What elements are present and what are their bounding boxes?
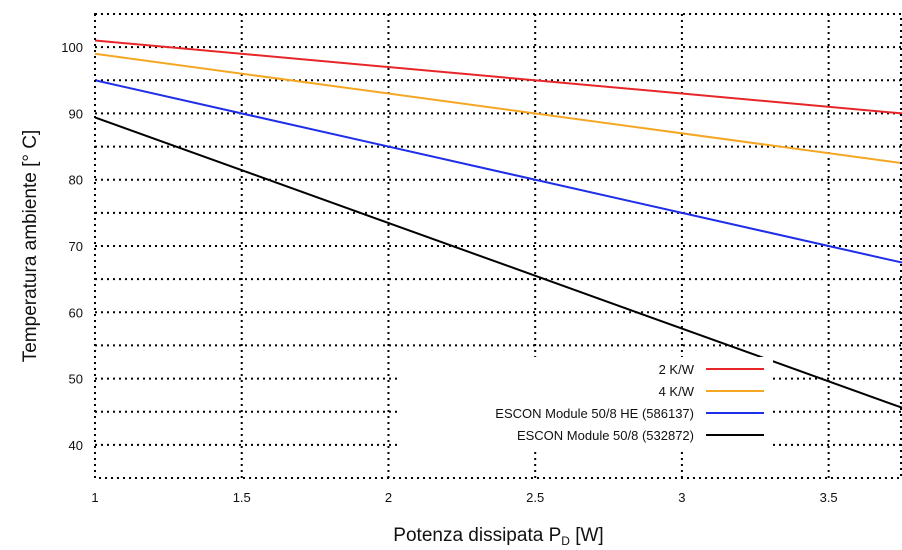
legend-label: 4 K/W bbox=[659, 384, 695, 399]
series-line bbox=[94, 79, 902, 264]
x-tick-labels: 1 1.5 2 2.5 3 3.5 bbox=[91, 490, 837, 505]
x-axis-title-main: Potenza dissipata P bbox=[393, 525, 561, 546]
legend-label: ESCON Module 50/8 HE (586137) bbox=[495, 406, 694, 421]
y-tick-label: 40 bbox=[69, 438, 83, 453]
legend-label: 2 K/W bbox=[659, 362, 695, 377]
x-tick-label: 3.5 bbox=[820, 490, 838, 505]
y-tick-label: 50 bbox=[69, 372, 83, 387]
x-tick-label: 3 bbox=[678, 490, 685, 505]
plot-frame bbox=[94, 13, 902, 479]
x-axis-title-unit: [W] bbox=[570, 525, 604, 546]
x-axis-title-subscript: D bbox=[561, 534, 570, 548]
legend: 2 K/W 4 K/W ESCON Module 50/8 HE (586137) E… bbox=[495, 362, 764, 443]
legend-background bbox=[400, 357, 773, 449]
x-tick-label: 2 bbox=[385, 490, 392, 505]
x-tick-label: 2.5 bbox=[526, 490, 544, 505]
y-tick-label: 100 bbox=[61, 40, 83, 55]
y-tick-label: 60 bbox=[69, 305, 83, 320]
legend-label: ESCON Module 50/8 (532872) bbox=[517, 428, 694, 443]
y-tick-label: 70 bbox=[69, 239, 83, 254]
series-lines bbox=[94, 39, 902, 409]
x-tick-label: 1.5 bbox=[233, 490, 251, 505]
x-tick-label: 1 bbox=[91, 490, 98, 505]
y-tick-labels: 40 50 60 70 80 90 100 bbox=[61, 40, 83, 453]
series-line bbox=[94, 39, 902, 115]
series-line bbox=[94, 52, 902, 165]
y-tick-label: 90 bbox=[69, 106, 83, 121]
y-tick-label: 80 bbox=[69, 173, 83, 188]
x-axis-title: Potenza dissipata PD [W] bbox=[393, 525, 603, 548]
y-axis-title: Temperatura ambiente [° C] bbox=[20, 130, 41, 363]
